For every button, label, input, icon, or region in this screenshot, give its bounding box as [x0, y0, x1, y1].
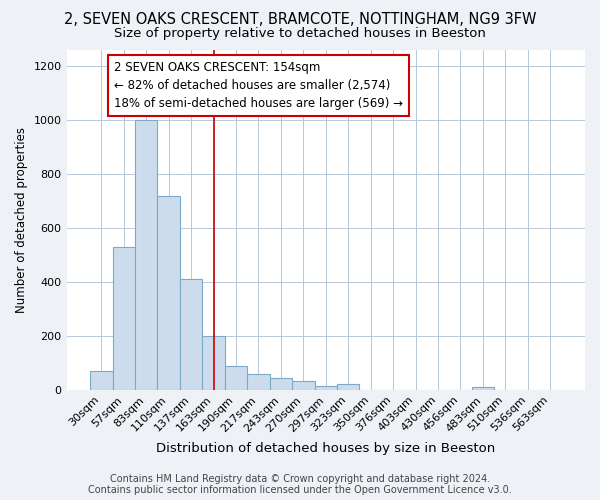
Bar — [113, 247, 135, 390]
Bar — [314, 386, 337, 390]
Bar — [269, 378, 292, 390]
Y-axis label: Number of detached properties: Number of detached properties — [15, 127, 28, 313]
Bar — [180, 279, 202, 390]
Text: 2 SEVEN OAKS CRESCENT: 154sqm
← 82% of detached houses are smaller (2,574)
18% o: 2 SEVEN OAKS CRESCENT: 154sqm ← 82% of d… — [113, 61, 403, 110]
Text: Size of property relative to detached houses in Beeston: Size of property relative to detached ho… — [114, 28, 486, 40]
Bar — [247, 374, 269, 390]
X-axis label: Distribution of detached houses by size in Beeston: Distribution of detached houses by size … — [156, 442, 496, 455]
Bar — [292, 381, 314, 390]
Bar — [90, 371, 113, 390]
Bar — [157, 196, 180, 390]
Text: 2, SEVEN OAKS CRESCENT, BRAMCOTE, NOTTINGHAM, NG9 3FW: 2, SEVEN OAKS CRESCENT, BRAMCOTE, NOTTIN… — [64, 12, 536, 28]
Bar — [135, 120, 157, 390]
Text: Contains public sector information licensed under the Open Government Licence v3: Contains public sector information licen… — [88, 485, 512, 495]
Bar — [337, 384, 359, 390]
Text: Contains HM Land Registry data © Crown copyright and database right 2024.: Contains HM Land Registry data © Crown c… — [110, 474, 490, 484]
Bar — [202, 336, 225, 390]
Bar — [225, 366, 247, 390]
Bar — [472, 386, 494, 390]
